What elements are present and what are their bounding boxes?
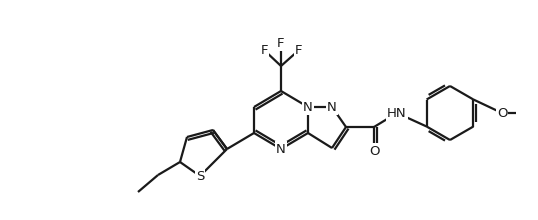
- Text: HN: HN: [387, 106, 407, 119]
- Text: N: N: [327, 101, 337, 114]
- Text: F: F: [295, 44, 303, 57]
- Text: S: S: [196, 169, 204, 183]
- Text: O: O: [497, 106, 507, 119]
- Text: F: F: [277, 37, 285, 50]
- Text: F: F: [260, 44, 268, 57]
- Text: N: N: [276, 143, 286, 156]
- Text: N: N: [303, 101, 313, 114]
- Text: N: N: [327, 101, 337, 114]
- Text: O: O: [369, 145, 379, 158]
- Text: N: N: [303, 101, 313, 114]
- Text: N: N: [276, 143, 286, 156]
